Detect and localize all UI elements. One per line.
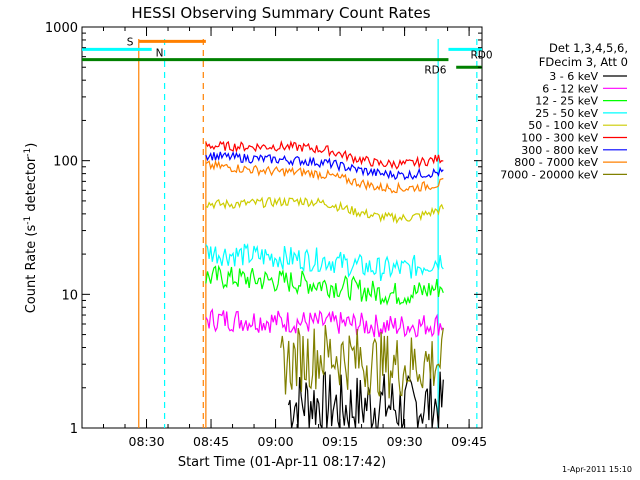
x-axis-ticks: 08:30 08:45 09:00 09:15 09:30 09:45 — [81, 27, 487, 449]
x-tick-label: 09:45 — [451, 434, 487, 449]
series-line — [205, 243, 444, 282]
annotation-bars: S N RD0 RD6 — [82, 36, 493, 77]
legend-label: 800 - 7000 keV — [514, 156, 598, 169]
legend: Det 1,3,4,5,6, FDecim 3, Att 0 3 - 6 keV… — [500, 41, 628, 181]
time-markers — [138, 39, 478, 428]
legend-label: 25 - 50 keV — [535, 107, 598, 120]
x-axis-label: Start Time (01-Apr-11 08:17:42) — [178, 455, 386, 470]
y-tick-label: 10 — [61, 288, 78, 303]
y-tick-label: 1 — [70, 422, 78, 437]
x-tick-label: 09:00 — [258, 434, 294, 449]
plot-frame — [81, 26, 483, 429]
series-line — [205, 196, 444, 225]
annotation-label: RD0 — [470, 49, 492, 61]
y-tick-label: 100 — [53, 155, 78, 170]
annotation-label: N — [156, 47, 164, 59]
x-tick-label: 09:30 — [387, 434, 423, 449]
legend-label: 12 - 25 keV — [535, 95, 598, 108]
legend-label: 6 - 12 keV — [542, 82, 598, 95]
chart-title: HESSI Observing Summary Count Rates — [131, 4, 430, 22]
annotation-label: RD6 — [424, 65, 446, 77]
x-tick-label: 09:15 — [322, 434, 358, 449]
series-line — [280, 324, 444, 399]
series-line — [205, 150, 444, 181]
legend-label: 3 - 6 keV — [549, 70, 598, 83]
series-line — [205, 308, 444, 338]
annotation-label: S — [127, 36, 134, 48]
series-line — [205, 140, 444, 170]
x-tick-label: 08:45 — [193, 434, 229, 449]
legend-label: 100 - 300 keV — [521, 132, 598, 145]
legend-label: 7000 - 20000 keV — [500, 168, 598, 181]
legend-label: 300 - 800 keV — [521, 144, 598, 157]
timestamp: 1-Apr-2011 15:10 — [562, 465, 632, 474]
legend-label: 50 - 100 keV — [528, 119, 598, 132]
legend-header-line2: FDecim 3, Att 0 — [539, 55, 628, 69]
series-lines — [205, 140, 444, 429]
series-line — [287, 371, 444, 429]
y-axis-label: Count Rate (s-1 detector-1) — [23, 143, 39, 314]
x-tick-label: 08:30 — [129, 434, 165, 449]
legend-header-line1: Det 1,3,4,5,6, — [549, 41, 628, 55]
y-axis-ticks: 1 10 100 1000 — [45, 21, 482, 437]
series-line — [205, 159, 444, 194]
y-tick-label: 1000 — [45, 21, 78, 36]
series-line — [205, 264, 444, 306]
